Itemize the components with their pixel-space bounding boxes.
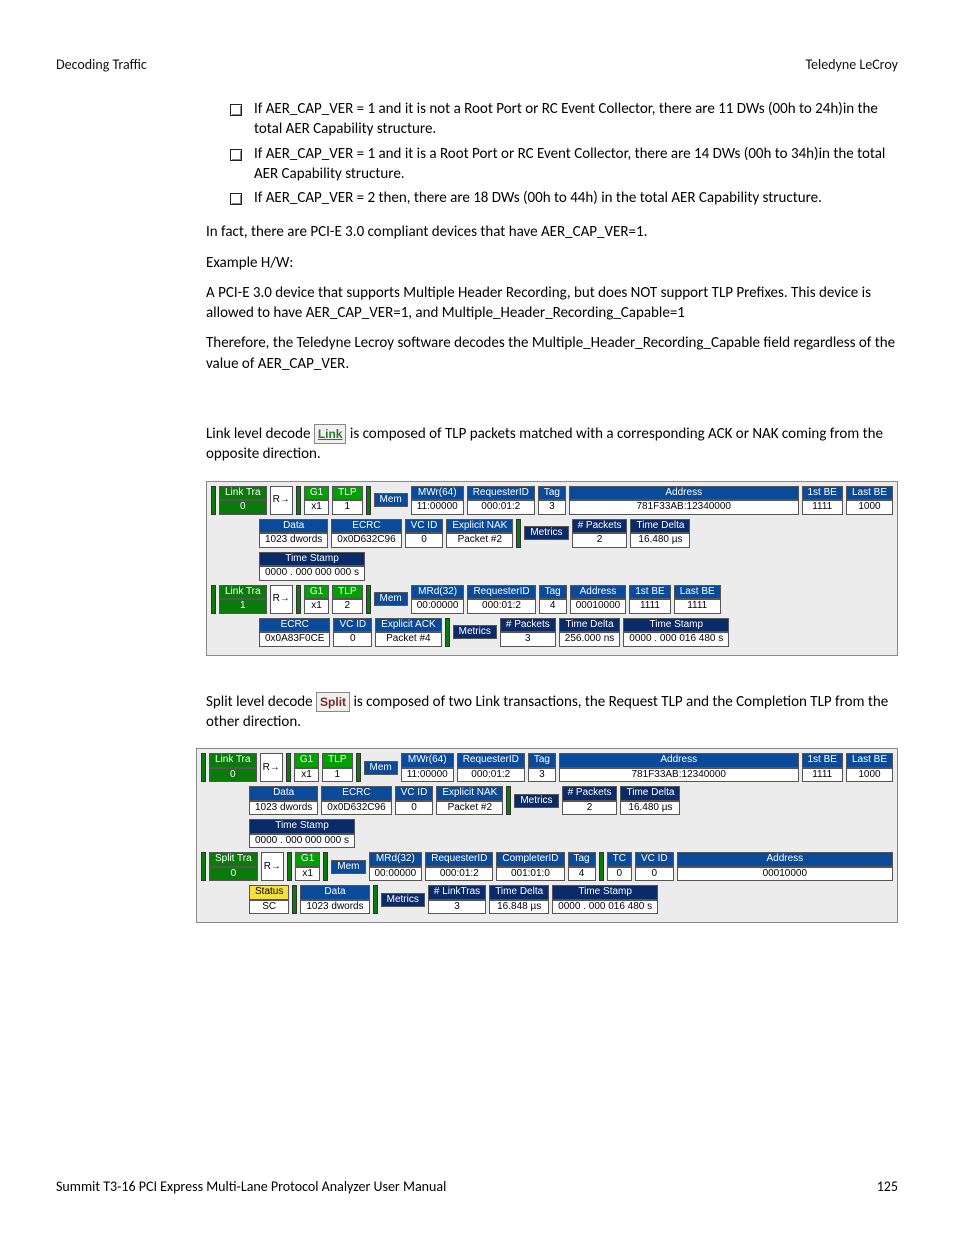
split-decode-paragraph: Split level decode Split is composed of … bbox=[206, 692, 898, 733]
paragraph: In fact, there are PCI-E 3.0 compliant d… bbox=[206, 222, 898, 242]
split-decode-panel: Link Tra0 R→ G1x1 TLP1 Mem MWr(64)11:000… bbox=[196, 748, 898, 923]
paragraph: Therefore, the Teledyne Lecroy software … bbox=[206, 333, 898, 374]
paragraph: A PCI-E 3.0 device that supports Multipl… bbox=[206, 283, 898, 324]
header-right: Teledyne LeCroy bbox=[805, 56, 898, 73]
header-left: Decoding Traffic bbox=[56, 56, 147, 73]
bullet-item: If AER_CAP_VER = 1 and it is not a Root … bbox=[230, 99, 898, 140]
paragraph: Example H/W: bbox=[206, 253, 898, 273]
bullet-item: If AER_CAP_VER = 1 and it is a Root Port… bbox=[230, 144, 898, 185]
split-icon: Split bbox=[316, 692, 350, 712]
bullet-list: If AER_CAP_VER = 1 and it is not a Root … bbox=[206, 99, 898, 208]
footer-page: 125 bbox=[877, 1178, 898, 1195]
link-decode-paragraph: Link level decode Link is composed of TL… bbox=[206, 424, 898, 465]
link-icon: Link bbox=[314, 424, 347, 444]
footer-left: Summit T3-16 PCI Express Multi-Lane Prot… bbox=[56, 1178, 446, 1195]
bullet-item: If AER_CAP_VER = 2 then, there are 18 DW… bbox=[230, 188, 898, 208]
link-decode-panel: Link Tra0 R→ G1x1 TLP1 Mem MWr(64)11:000… bbox=[206, 481, 898, 656]
